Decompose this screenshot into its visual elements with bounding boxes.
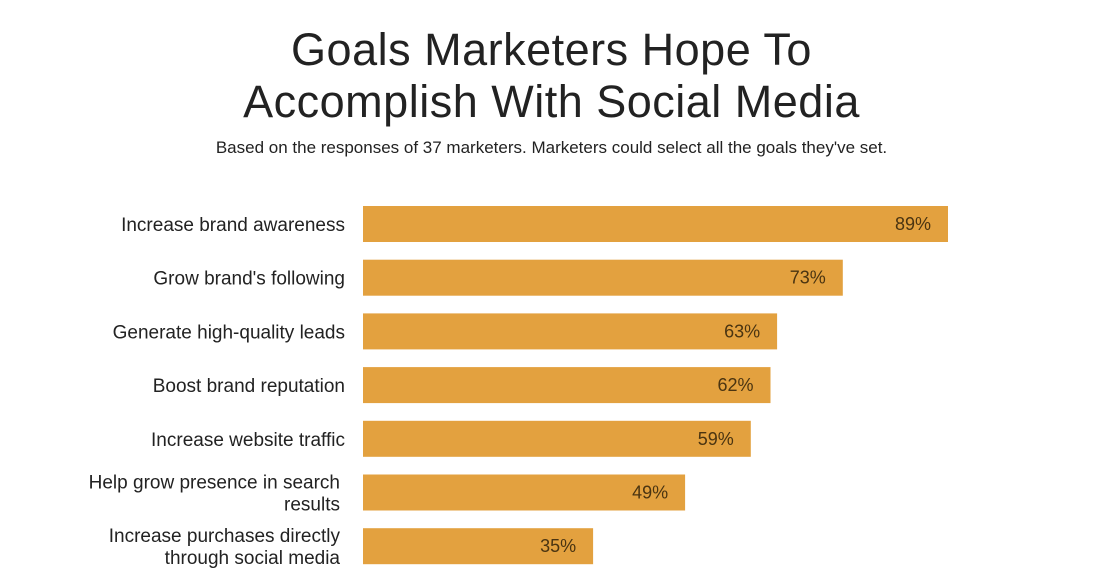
bar-value-label-5: 59% — [698, 429, 734, 449]
bar-4 — [363, 367, 771, 404]
bar-value-label-1: 89% — [895, 214, 931, 234]
category-label-7-line-1: Increase purchases directly — [109, 526, 341, 547]
bar-value-label-7: 35% — [540, 536, 576, 556]
chart-title: Goals Marketers Hope To Accomplish With … — [0, 24, 1103, 128]
category-label-7-line-2: through social media — [165, 548, 341, 569]
category-label-6: Help grow presence in search results — [89, 473, 340, 516]
bar-7 — [363, 528, 594, 565]
bar-value-label-2: 73% — [790, 268, 826, 288]
chart-title-line-1: Goals Marketers Hope To — [291, 24, 812, 75]
bar-value-label-6: 49% — [632, 483, 668, 503]
category-label-5: Increase website traffic — [151, 430, 345, 451]
chart-title-line-2: Accomplish With Social Media — [243, 76, 860, 127]
category-label-4: Boost brand reputation — [153, 376, 345, 397]
category-label-3: Generate high-quality leads — [113, 322, 345, 343]
bar-5 — [363, 420, 751, 457]
bar-value-label-3: 63% — [724, 321, 760, 341]
category-label-6-line-1: Help grow presence in search — [89, 473, 340, 494]
category-label-6-line-2: results — [284, 495, 340, 516]
category-label-1: Increase brand awareness — [121, 215, 345, 236]
bar-1 — [363, 206, 948, 242]
bar-value-label-4: 62% — [717, 375, 753, 395]
bar-2 — [363, 259, 843, 296]
bar-6 — [363, 474, 686, 511]
chart-subtitle: Based on the responses of 37 marketers. … — [215, 138, 888, 157]
category-label-2: Grow brand's following — [153, 269, 345, 290]
bar-3 — [363, 313, 778, 350]
category-label-7: Increase purchases directly through socia… — [109, 526, 341, 569]
